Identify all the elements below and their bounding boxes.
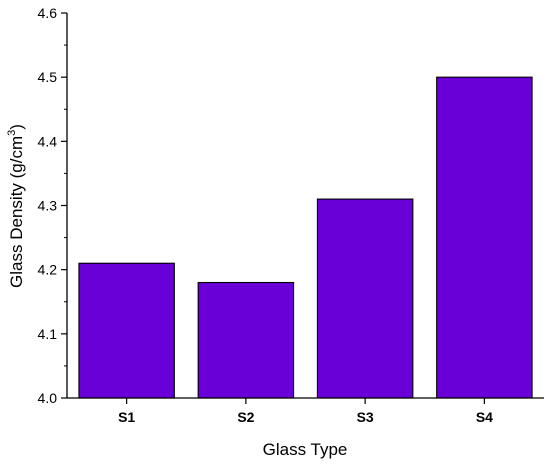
y-tick-label: 4.1 bbox=[38, 326, 58, 342]
x-axis-ticks: S1 S2 S3 S4 bbox=[118, 398, 493, 425]
x-axis-title: Glass Type bbox=[263, 440, 348, 459]
bar-s2 bbox=[197, 281, 295, 399]
x-tick-label-s2: S2 bbox=[237, 409, 254, 425]
bars-group bbox=[78, 76, 533, 399]
x-tick-label-s3: S3 bbox=[357, 409, 374, 425]
y-tick-label: 4.2 bbox=[38, 262, 58, 278]
bar-s4 bbox=[436, 76, 533, 399]
y-tick-label: 4.6 bbox=[38, 5, 58, 21]
y-tick-label: 4.5 bbox=[38, 69, 58, 85]
y-tick-label: 4.4 bbox=[38, 133, 58, 149]
bar-s3 bbox=[316, 198, 414, 399]
y-axis-title-end: ) bbox=[7, 124, 26, 130]
y-axis-title: Glass Density (g/cm3) bbox=[6, 124, 26, 288]
y-tick-label: 4.0 bbox=[38, 390, 58, 406]
x-tick-label-s4: S4 bbox=[476, 409, 493, 425]
y-axis-title-superscript: 3 bbox=[6, 130, 18, 136]
y-tick-label: 4.3 bbox=[38, 198, 58, 214]
bar-s1 bbox=[78, 262, 175, 399]
x-tick-label-s1: S1 bbox=[118, 409, 135, 425]
y-axis-ticks: 4.0 4.1 4.2 4.3 4.4 4.5 4.6 bbox=[38, 5, 67, 406]
y-axis-title-main: Glass Density (g/cm bbox=[7, 136, 26, 288]
